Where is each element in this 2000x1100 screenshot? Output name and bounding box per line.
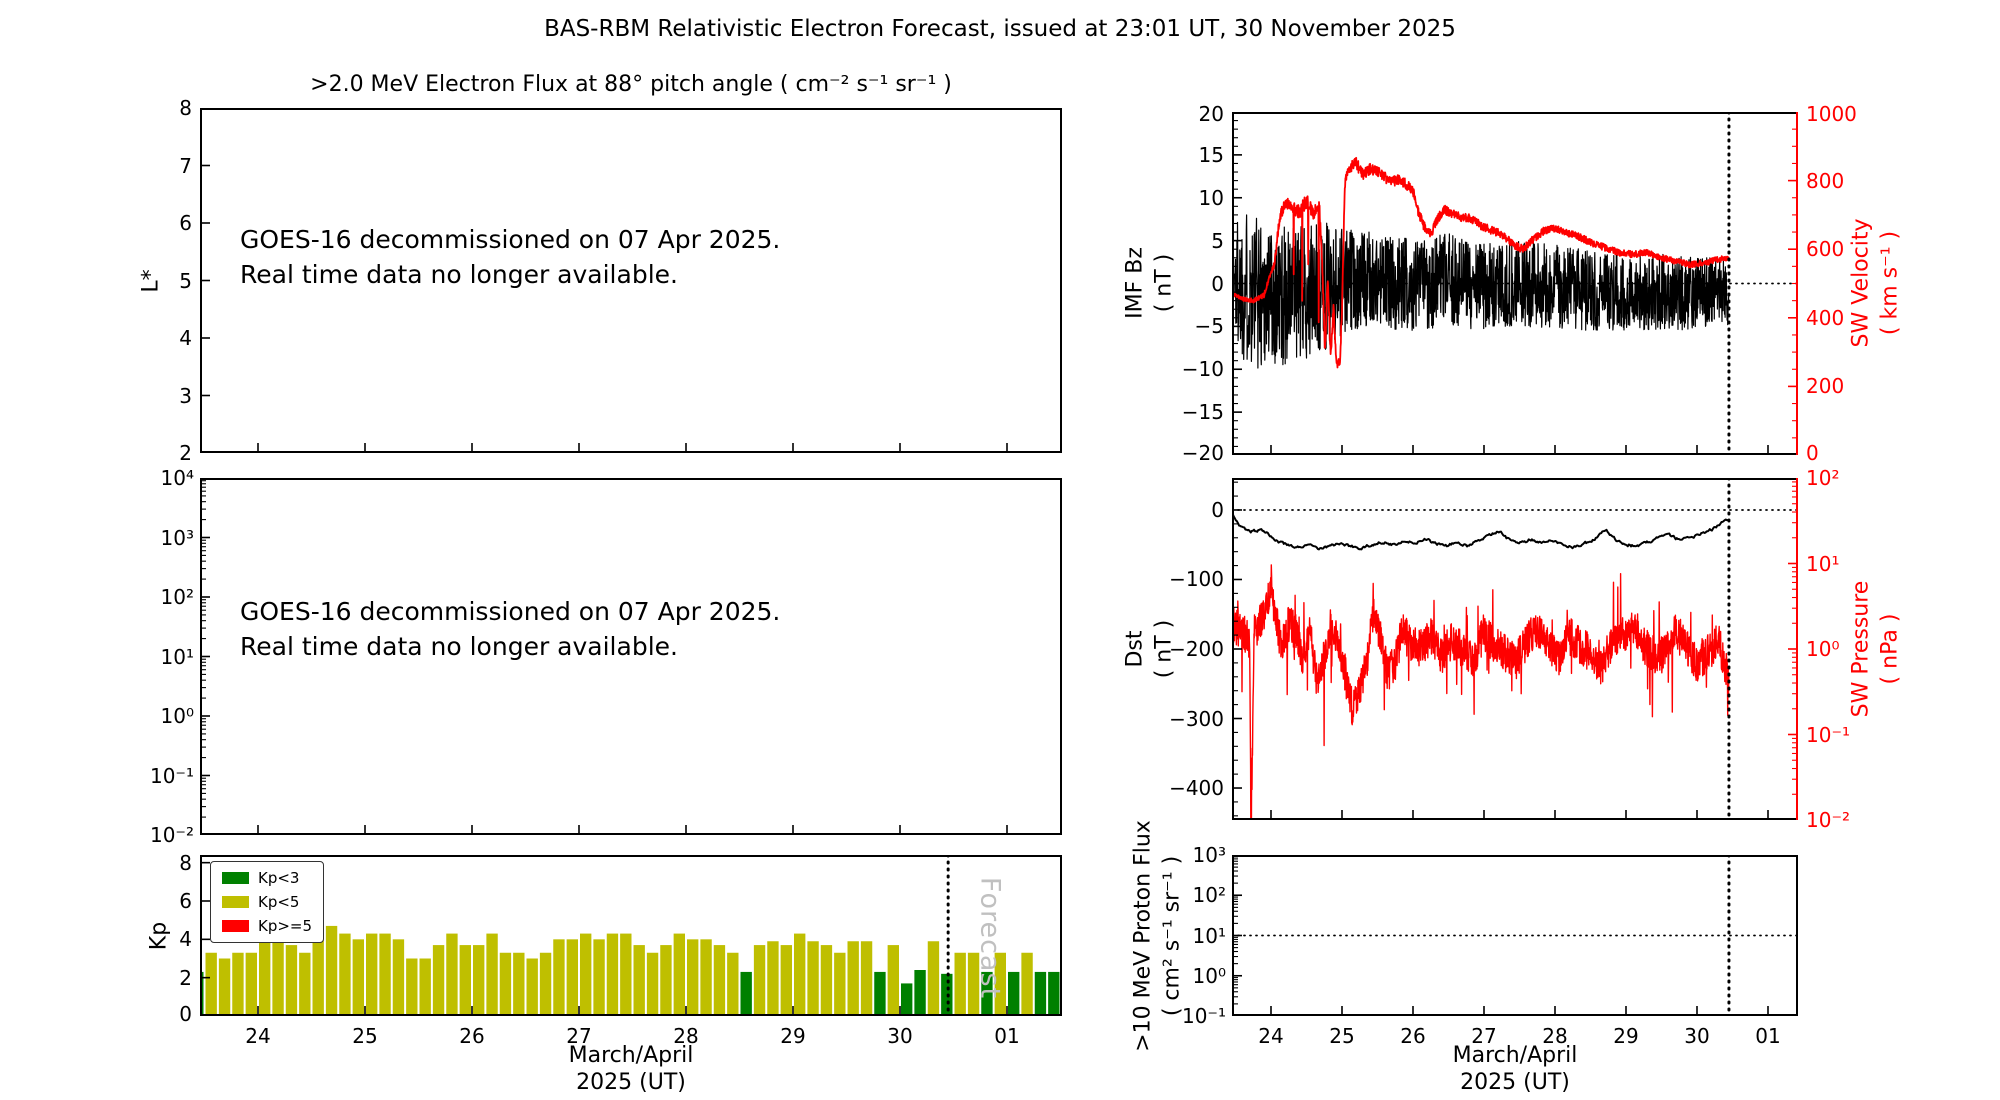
tick-label: 27 xyxy=(1471,1024,1497,1048)
legend-item-kp-ge5: Kp>=5 xyxy=(222,917,312,935)
goes-message-line2: Real time data no longer available. xyxy=(240,632,678,661)
tick-label: 01 xyxy=(1755,1024,1781,1048)
tick-label: 800 xyxy=(1806,168,1845,193)
legend-item-kp-lt5: Kp<5 xyxy=(222,893,312,911)
tick-label: 6 xyxy=(179,211,192,235)
main-title: BAS-RBM Relativistic Electron Forecast, … xyxy=(544,16,1456,42)
tick-label: 0 xyxy=(1806,441,1819,465)
legend-item-kp-lt3: Kp<3 xyxy=(222,869,312,887)
tick-label: −10 xyxy=(1181,357,1224,382)
tick-label: 7 xyxy=(179,153,192,178)
tick-label: 2 xyxy=(179,965,192,990)
tick-label: 0 xyxy=(1211,497,1224,522)
tick-label: 29 xyxy=(780,1024,806,1048)
tick-label: 30 xyxy=(1684,1024,1710,1048)
goes-message-line1: GOES-16 decommissioned on 07 Apr 2025. xyxy=(240,597,781,626)
tick-label: 5 xyxy=(1211,228,1224,253)
tick-label: 20 xyxy=(1198,102,1224,126)
tick-label: 28 xyxy=(1542,1024,1568,1048)
sw-velocity-axis-label: SW Velocity ( km s⁻¹ ) xyxy=(1848,218,1902,348)
tick-label: 10⁻¹ xyxy=(1806,722,1851,747)
tick-label: 01 xyxy=(994,1024,1020,1048)
tick-label: 6 xyxy=(179,889,192,913)
tick-label: 30 xyxy=(887,1024,913,1048)
goes-message-line1: GOES-16 decommissioned on 07 Apr 2025. xyxy=(240,225,781,254)
left-xaxis-label: March/April 2025 (UT) xyxy=(568,1043,694,1095)
tick-label: 0 xyxy=(179,1002,192,1026)
tick-label: 8 xyxy=(179,96,192,120)
tick-label: 26 xyxy=(459,1024,485,1048)
dst-sw-pressure-panel xyxy=(1232,478,1798,820)
tick-label: 4 xyxy=(179,326,192,350)
electron-flux-panel xyxy=(200,108,1062,453)
tick-label: 10 xyxy=(1198,185,1224,210)
forecast-watermark: Forecast xyxy=(974,876,1006,1000)
lstar-axis-label: L* xyxy=(138,269,164,293)
tick-label: 10³ xyxy=(160,525,194,550)
tick-label: 10⁰ xyxy=(1192,963,1226,988)
tick-label: 27 xyxy=(566,1024,592,1048)
imf-bz-axis-label: IMF Bz ( nT ) xyxy=(1122,247,1176,319)
tick-label: 29 xyxy=(1613,1024,1639,1048)
tick-label: 28 xyxy=(673,1024,699,1048)
kp-lt5-label: Kp<5 xyxy=(258,893,300,911)
tick-label: 2 xyxy=(179,441,192,465)
tick-label: 10⁻¹ xyxy=(149,763,194,788)
kp-axis-label: Kp xyxy=(146,921,172,951)
tick-label: 3 xyxy=(179,383,192,408)
tick-label: 600 xyxy=(1806,237,1845,262)
goes-message-electron-panel: GOES-16 decommissioned on 07 Apr 2025. R… xyxy=(240,222,780,292)
goes-message-line2: Real time data no longer available. xyxy=(240,260,678,289)
right-xaxis-label: March/April 2025 (UT) xyxy=(1452,1043,1578,1095)
tick-label: 10² xyxy=(160,585,194,609)
sw-pressure-axis-label: SW Pressure ( nPa ) xyxy=(1848,580,1902,718)
tick-label: 25 xyxy=(1329,1024,1355,1048)
tick-label: 10⁰ xyxy=(1806,637,1840,661)
kp-lt3-swatch xyxy=(222,872,249,884)
kp-legend: Kp<3 Kp<5 Kp>=5 xyxy=(210,861,325,943)
electron-flux-panel-title: >2.0 MeV Electron Flux at 88° pitch angl… xyxy=(310,72,952,97)
tick-label: 10³ xyxy=(1192,843,1226,867)
tick-label: 10² xyxy=(1806,466,1840,490)
tick-label: 10⁴ xyxy=(160,466,194,490)
tick-label: 200 xyxy=(1806,374,1845,399)
tick-label: 4 xyxy=(179,927,192,952)
tick-label: 10⁻² xyxy=(149,823,194,847)
tick-label: 8 xyxy=(179,850,192,875)
tick-label: 10⁻¹ xyxy=(1181,1004,1226,1028)
tick-label: −200 xyxy=(1169,637,1224,661)
kp-ge5-swatch xyxy=(222,920,249,932)
tick-label: 5 xyxy=(179,268,192,293)
tick-label: 25 xyxy=(352,1024,378,1048)
proton-flux-panel xyxy=(1232,855,1798,1016)
tick-label: 26 xyxy=(1400,1024,1426,1048)
tick-label: 24 xyxy=(245,1024,271,1048)
electron-flux-log-panel xyxy=(200,478,1062,835)
kp-lt3-label: Kp<3 xyxy=(258,869,300,887)
tick-label: 10² xyxy=(1192,883,1226,908)
proton-flux-axis-label: >10 MeV Proton Flux ( cm² s⁻¹ sr⁻¹ ) xyxy=(1130,820,1184,1052)
tick-label: 24 xyxy=(1258,1024,1284,1048)
tick-label: 15 xyxy=(1198,142,1224,167)
tick-label: −5 xyxy=(1194,314,1224,339)
tick-label: 10⁰ xyxy=(160,704,194,728)
tick-label: −20 xyxy=(1181,441,1224,465)
tick-label: 400 xyxy=(1806,305,1845,330)
tick-label: 10¹ xyxy=(1806,551,1840,576)
imf-sw-velocity-panel xyxy=(1232,112,1798,455)
tick-label: −15 xyxy=(1181,400,1224,425)
kp-panel xyxy=(200,855,1062,1016)
tick-label: 10¹ xyxy=(160,644,194,669)
tick-label: 10¹ xyxy=(1192,923,1226,948)
kp-lt5-swatch xyxy=(222,896,249,908)
tick-label: 10⁻² xyxy=(1806,808,1851,832)
tick-label: 1000 xyxy=(1806,102,1857,126)
goes-message-flux-log-panel: GOES-16 decommissioned on 07 Apr 2025. R… xyxy=(240,594,780,664)
kp-ge5-label: Kp>=5 xyxy=(258,917,313,935)
tick-label: 0 xyxy=(1211,271,1224,296)
tick-label: −400 xyxy=(1169,776,1224,801)
tick-label: −100 xyxy=(1169,567,1224,592)
tick-label: −300 xyxy=(1169,706,1224,731)
